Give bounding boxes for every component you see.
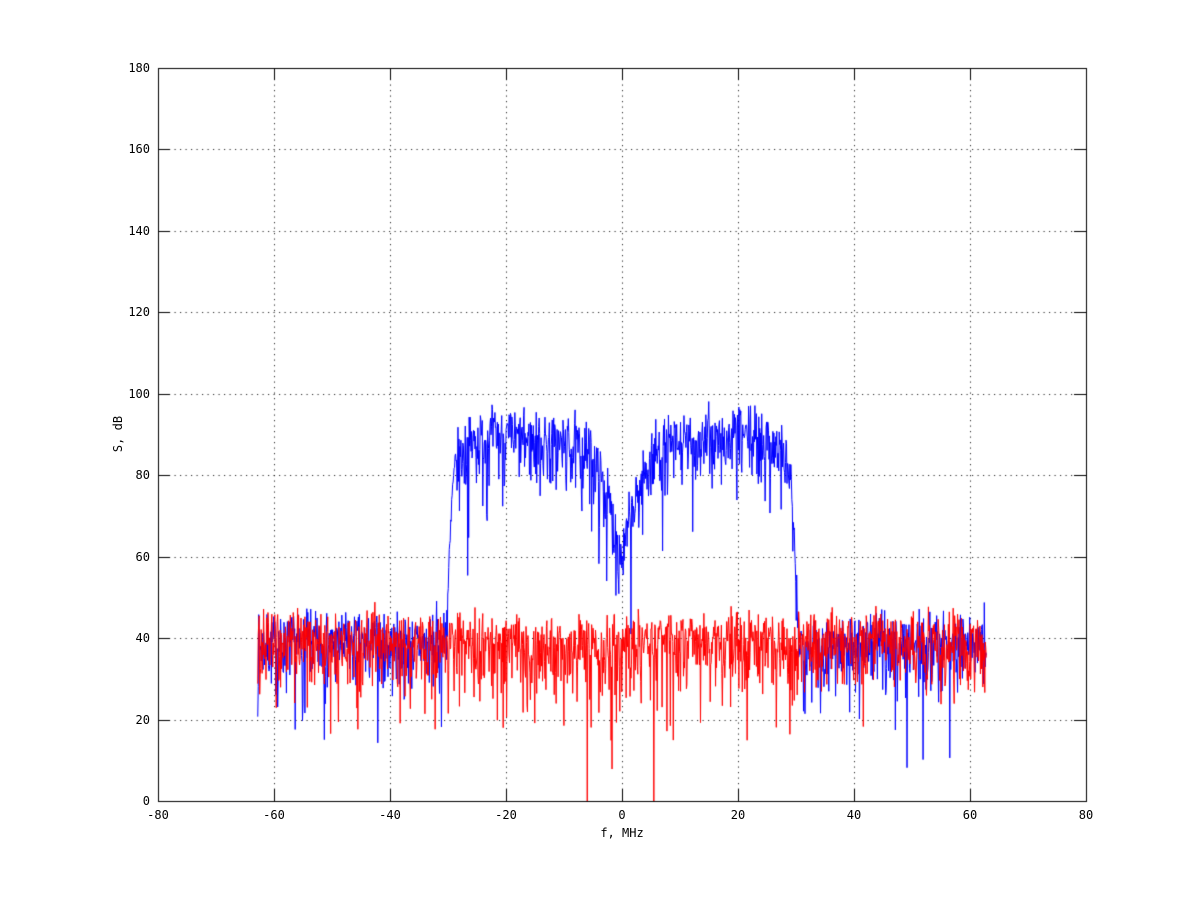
y-tick-label: 140 xyxy=(128,223,150,238)
x-tick-label: 0 xyxy=(618,808,626,822)
y-tick-label: 20 xyxy=(135,712,150,727)
y-tick-label: 80 xyxy=(135,468,150,483)
x-tick-label: -20 xyxy=(495,808,517,822)
x-tick-label: 60 xyxy=(962,808,978,822)
x-tick-label: -40 xyxy=(379,808,401,822)
x-tick-label: 40 xyxy=(846,808,862,822)
x-axis-title: f, MHz xyxy=(600,826,644,840)
y-tick-label: 160 xyxy=(128,142,150,157)
y-tick-label: 0 xyxy=(142,794,150,808)
y-axis-title: S, dB xyxy=(111,415,125,453)
x-tick-label: 20 xyxy=(730,808,746,822)
y-tick-label: 180 xyxy=(128,61,150,75)
y-tick-label: 40 xyxy=(135,631,150,646)
x-tick-label: -60 xyxy=(263,808,285,822)
x-tick-label: 80 xyxy=(1078,808,1094,822)
x-tick-label: -80 xyxy=(147,808,169,822)
y-tick-label: 60 xyxy=(135,549,150,564)
y-tick-label: 100 xyxy=(128,386,150,401)
y-tick-label: 120 xyxy=(128,305,150,320)
